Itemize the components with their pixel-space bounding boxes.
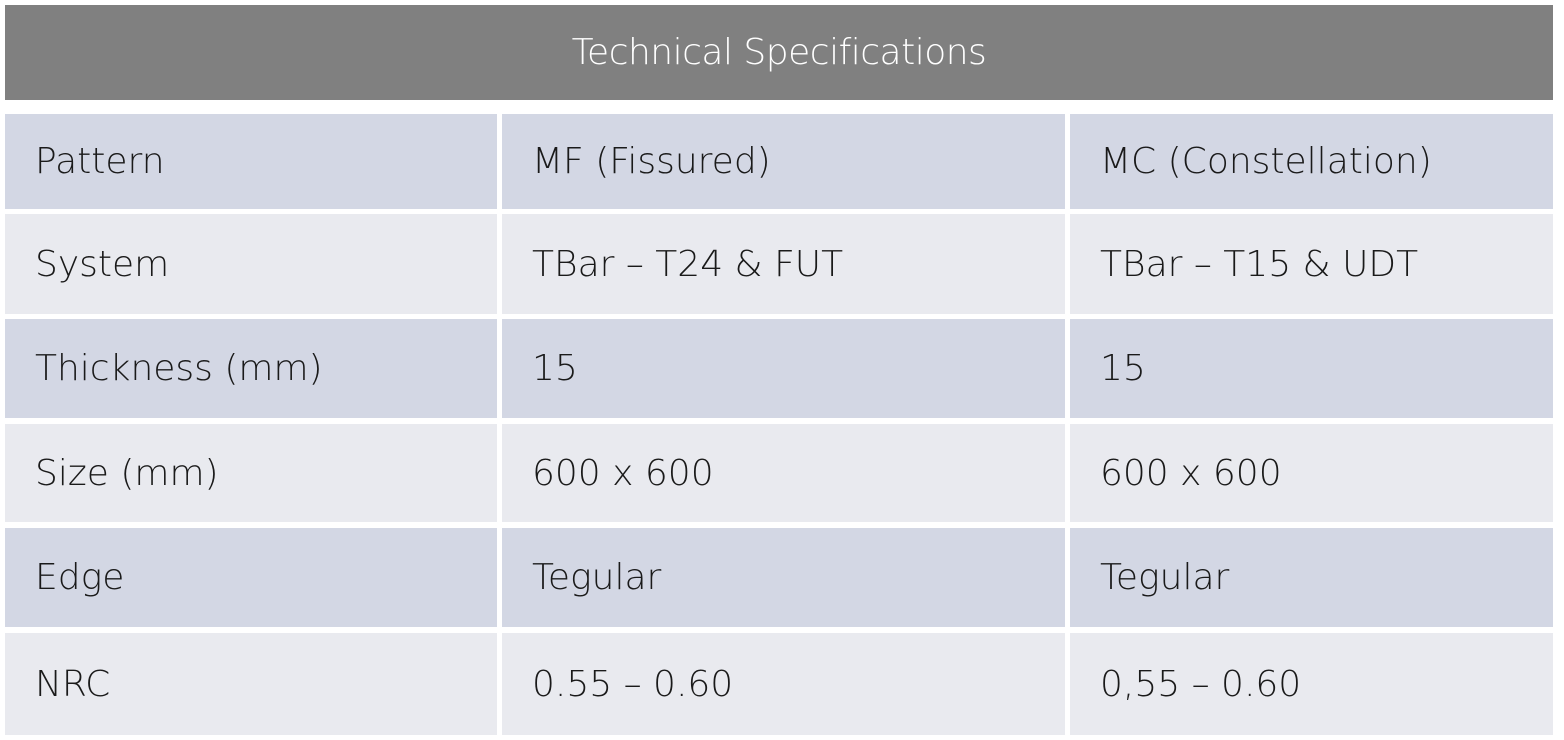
row-label: Edge bbox=[5, 528, 497, 627]
cell-value: 0.55 – 0.60 bbox=[502, 633, 1065, 735]
row-label: Size (mm) bbox=[5, 424, 497, 522]
cell-value: MC (Constellation) bbox=[1070, 114, 1553, 209]
cell-value: TBar – T15 & UDT bbox=[1070, 214, 1553, 314]
cell-value: Tegular bbox=[502, 528, 1065, 627]
cell-value: TBar – T24 & FUT bbox=[502, 214, 1065, 314]
cell-value: Tegular bbox=[1070, 528, 1553, 627]
table-title: Technical Specifications bbox=[5, 5, 1553, 100]
cell-value: 600 x 600 bbox=[502, 424, 1065, 522]
row-label: Thickness (mm) bbox=[5, 319, 497, 418]
cell-value: 0,55 – 0.60 bbox=[1070, 633, 1553, 735]
cell-value: 15 bbox=[1070, 319, 1553, 418]
cell-value: MF (Fissured) bbox=[502, 114, 1065, 209]
cell-value: 15 bbox=[502, 319, 1065, 418]
cell-value: 600 x 600 bbox=[1070, 424, 1553, 522]
row-label: Pattern bbox=[5, 114, 497, 209]
row-label: NRC bbox=[5, 633, 497, 735]
row-label: System bbox=[5, 214, 497, 314]
